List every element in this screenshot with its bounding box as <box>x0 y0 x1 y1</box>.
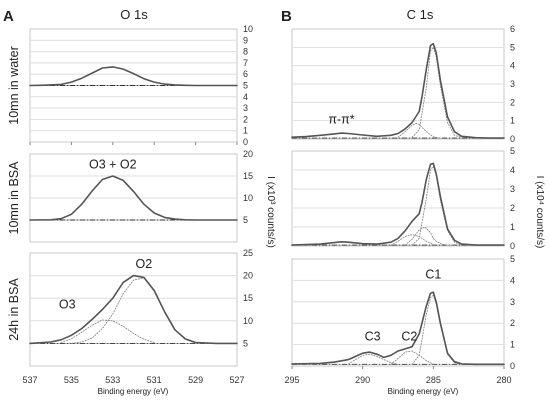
y-tick-label: 1 <box>510 340 515 350</box>
panel-a-y-axis-label: I (x10³ counts/s) <box>265 176 276 248</box>
chart-3: 5 10 15 20 25 O2 O3 24h in BSA <box>7 248 253 367</box>
chart-5: 0 1 2 3 4 5 <box>291 146 515 251</box>
panel-a-title: O 1s <box>120 7 148 22</box>
y-tick-label: 0 <box>510 361 515 371</box>
plot-area <box>291 258 505 367</box>
annotation-label: O2 <box>136 257 153 271</box>
y-tick-label: 6 <box>510 24 515 34</box>
y-tick-label: 3 <box>510 79 515 89</box>
y-tick-label: 15 <box>243 171 253 181</box>
x-tick-label: 529 <box>188 375 203 385</box>
component-curve <box>404 226 455 246</box>
y-tick-label: 4 <box>510 165 515 175</box>
y-tick-label: 3 <box>510 297 515 307</box>
y-tick-label: 4 <box>510 61 515 71</box>
y-tick-label: 4 <box>243 92 248 102</box>
y-tick-label: 7 <box>243 58 248 68</box>
plot-area <box>291 150 505 247</box>
annotation-label: π-π* <box>328 112 354 126</box>
y-tick-label: 6 <box>243 69 248 79</box>
y-tick-label: 2 <box>510 97 515 107</box>
y-tick-label: 5 <box>510 42 515 52</box>
y-tick-label: 1 <box>243 126 248 136</box>
row-label: 24h in BSA <box>7 278 21 341</box>
x-tick-label: 531 <box>147 375 162 385</box>
component-curve <box>390 234 434 246</box>
measured-curve <box>291 42 505 139</box>
y-tick-label: 5 <box>243 338 248 348</box>
y-tick-label: 5 <box>510 146 515 156</box>
annotation-label: C2 <box>401 329 417 343</box>
chart-4: 0 1 2 3 4 5 6 π-π* <box>291 24 515 144</box>
y-tick-label: 5 <box>510 254 515 264</box>
x-tick-label: 295 <box>284 375 299 385</box>
y-tick-label: 10 <box>243 316 253 326</box>
y-tick-label: 2 <box>510 203 515 213</box>
panel-a-x-axis-label: Binding energy (eV) <box>98 387 169 396</box>
y-tick-label: 5 <box>243 215 248 225</box>
annotation-label: C3 <box>365 329 381 343</box>
x-tick-label: 280 <box>496 375 511 385</box>
y-tick-label: 9 <box>243 35 248 45</box>
y-tick-label: 1 <box>510 116 515 126</box>
component-curve-c2 <box>390 350 434 365</box>
plot-area <box>29 252 238 367</box>
measured-curve <box>29 274 238 345</box>
x-tick-label: 285 <box>426 375 441 385</box>
measured-curve <box>29 175 238 221</box>
y-tick-label: 10 <box>243 193 253 203</box>
y-tick-label: 10 <box>243 24 253 34</box>
y-tick-label: 15 <box>243 293 253 303</box>
annotation-label: C1 <box>425 267 441 281</box>
measured-curve <box>291 291 505 366</box>
component-curve <box>411 46 463 138</box>
row-label: 10mn in water <box>7 46 21 125</box>
panel-b-title: C 1s <box>407 7 434 22</box>
panel-a-letter: A <box>3 8 14 25</box>
y-tick-label: 5 <box>243 81 248 91</box>
chart-6: 0 1 2 3 4 5 295 290 285 280 C1 C3 C2 <box>284 254 515 385</box>
y-tick-label: 20 <box>243 271 253 281</box>
y-tick-label: 1 <box>510 222 515 232</box>
y-tick-label: 25 <box>243 248 253 258</box>
y-tick-label: 4 <box>510 275 515 285</box>
y-tick-label: 3 <box>510 184 515 194</box>
annotation-label: O3 <box>59 298 76 312</box>
y-tick-label: 8 <box>243 47 248 57</box>
y-tick-label: 20 <box>243 149 253 159</box>
y-tick-label: 2 <box>510 318 515 328</box>
chart-2: 5 10 15 20 O3 + O2 10mn in BSA <box>7 149 253 243</box>
x-tick-label: 535 <box>64 375 79 385</box>
row-label: 10mn in BSA <box>7 161 21 235</box>
panel-b-y-axis-label: I (x10⁴ counts/s) <box>534 176 545 249</box>
measured-curve <box>291 162 505 246</box>
x-tick-label: 537 <box>22 375 37 385</box>
component-curve <box>411 165 463 246</box>
panel-b-x-axis-label: Binding energy (eV) <box>388 387 459 396</box>
component-curve-c3 <box>348 353 399 365</box>
y-tick-label: 0 <box>510 241 515 251</box>
component-curve-o2 <box>70 277 197 344</box>
y-tick-label: 2 <box>243 114 248 124</box>
x-tick-label: 527 <box>229 375 244 385</box>
component-curve-o3 <box>60 319 155 343</box>
annotation-label: O3 + O2 <box>89 158 137 172</box>
x-tick-label: 290 <box>355 375 370 385</box>
panel-b-letter: B <box>281 8 292 25</box>
y-tick-label: 0 <box>510 134 515 144</box>
y-tick-label: 0 <box>243 137 248 147</box>
component-curve <box>397 122 441 139</box>
measured-curve <box>29 66 238 87</box>
y-tick-label: 3 <box>243 103 248 113</box>
x-tick-label: 533 <box>105 375 120 385</box>
